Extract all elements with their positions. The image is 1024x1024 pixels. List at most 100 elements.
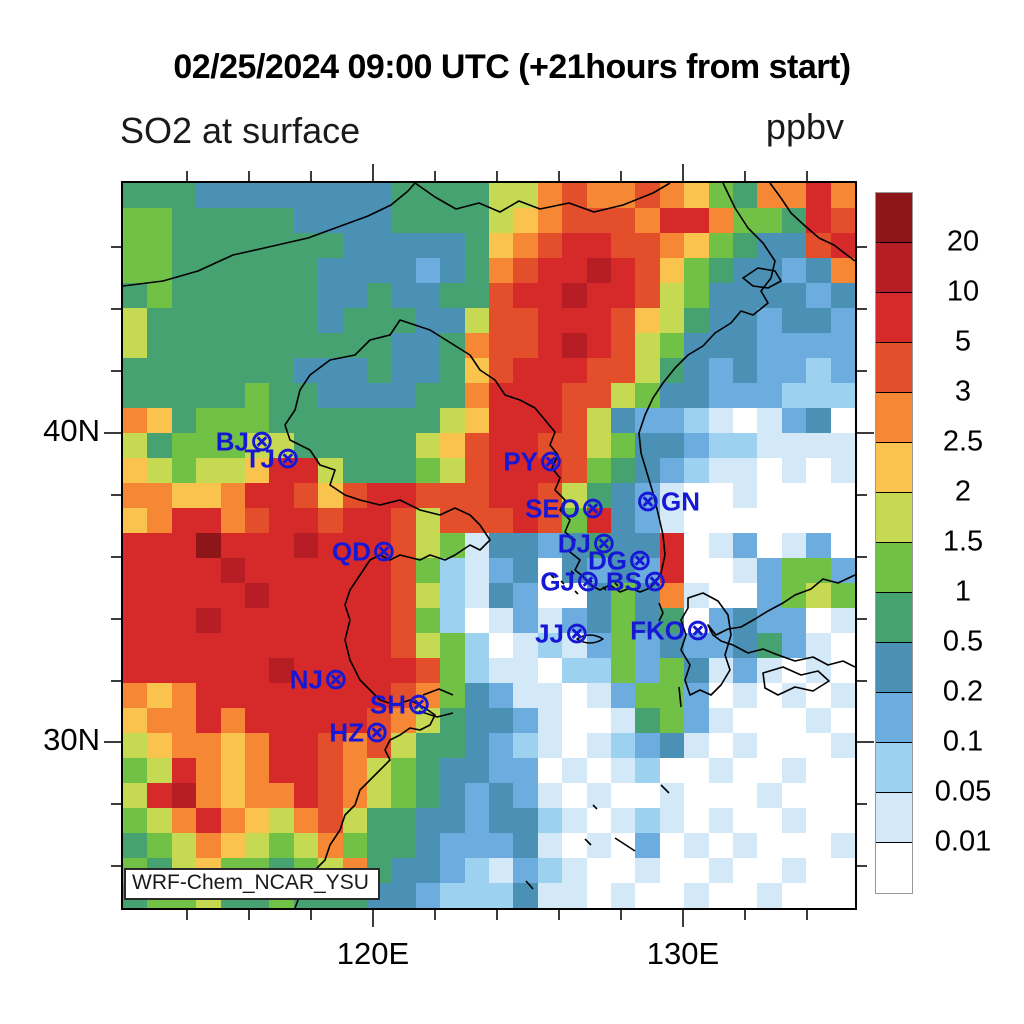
colorbar-block <box>876 443 912 493</box>
grid-cell <box>538 383 563 409</box>
grid-cell <box>587 833 612 859</box>
colorbar-tick-label: 2.5 <box>942 425 984 458</box>
grid-cell <box>465 458 490 484</box>
grid-cell <box>611 658 636 684</box>
y-minor-tick <box>857 246 867 248</box>
grid-cell <box>465 683 490 709</box>
x-minor-tick <box>186 171 188 181</box>
grid-cell <box>489 208 514 234</box>
grid-cell <box>733 408 758 434</box>
grid-cell <box>269 358 295 384</box>
grid-cell <box>538 733 563 759</box>
grid-cell <box>587 658 612 684</box>
grid-cell <box>538 758 563 784</box>
grid-cell <box>684 308 710 334</box>
grid-cell <box>733 583 758 609</box>
grid-cell <box>562 583 588 609</box>
colorbar-tick-label: 3 <box>954 375 972 408</box>
grid-cell <box>440 183 466 209</box>
grid-cell <box>611 208 636 234</box>
x-minor-tick <box>496 910 498 920</box>
grid-cell <box>269 258 295 284</box>
grid-cell <box>684 683 710 709</box>
grid-cell <box>489 258 514 284</box>
grid-cell <box>684 283 710 309</box>
grid-cell <box>123 758 148 784</box>
grid-cell <box>269 808 295 834</box>
grid-cell <box>294 833 319 859</box>
grid-cell <box>782 358 807 384</box>
grid-cell <box>782 558 807 584</box>
grid-cell <box>611 608 636 634</box>
grid-cell <box>709 508 734 534</box>
grid-cell <box>562 608 588 634</box>
x-major-tick <box>372 910 374 927</box>
grid-cell <box>221 508 246 534</box>
grid-cell <box>367 183 392 209</box>
grid-cell <box>684 808 710 834</box>
grid-cell <box>294 183 319 209</box>
grid-cell <box>147 608 173 634</box>
grid-cell <box>831 283 855 309</box>
grid-cell <box>489 658 514 684</box>
colorbar-tick-label: 5 <box>954 325 972 358</box>
station-marker-HZ: ⊗ <box>364 716 390 750</box>
grid-cell <box>513 608 539 634</box>
grid-cell <box>587 758 612 784</box>
grid-cell <box>733 183 758 209</box>
grid-cell <box>172 683 197 709</box>
grid-cell <box>513 833 539 859</box>
grid-cell <box>172 633 197 659</box>
grid-cell <box>245 483 270 509</box>
grid-cell <box>513 533 539 559</box>
grid-cell <box>733 558 758 584</box>
grid-cell <box>123 658 148 684</box>
grid-cell <box>806 258 832 284</box>
grid-cell <box>611 733 636 759</box>
grid-cell <box>440 783 466 809</box>
y-major-tick <box>104 432 121 434</box>
grid-cell <box>196 758 222 784</box>
grid-cell <box>660 283 685 309</box>
colorbar-tick-label: 0.2 <box>942 675 984 708</box>
grid-cell <box>294 408 319 434</box>
grid-cell <box>147 208 173 234</box>
grid-cell <box>123 458 148 484</box>
grid-cell <box>782 783 807 809</box>
grid-cell <box>245 533 270 559</box>
grid-cell <box>587 358 612 384</box>
grid-cell <box>123 408 148 434</box>
grid-cell <box>318 383 344 409</box>
grid-cell <box>269 608 295 634</box>
grid-cell <box>245 308 270 334</box>
grid-cell <box>635 533 661 559</box>
grid-cell <box>587 708 612 734</box>
grid-cell <box>318 408 344 434</box>
grid-cell <box>465 483 490 509</box>
grid-cell <box>782 733 807 759</box>
grid-cell <box>343 733 368 759</box>
grid-cell <box>538 258 563 284</box>
grid-cell <box>757 483 783 509</box>
grid-cell <box>587 308 612 334</box>
grid-cell <box>806 333 832 359</box>
grid-cell <box>440 308 466 334</box>
grid-cell <box>318 608 344 634</box>
grid-cell <box>196 358 222 384</box>
grid-cell <box>416 733 441 759</box>
grid-cell <box>831 433 855 459</box>
grid-cell <box>635 583 661 609</box>
grid-cell <box>660 233 685 259</box>
grid-cell <box>221 408 246 434</box>
grid-cell <box>245 408 270 434</box>
colorbar-block <box>876 793 912 843</box>
grid-cell <box>562 483 588 509</box>
grid-cell <box>318 283 344 309</box>
grid-cell <box>538 333 563 359</box>
grid-cell <box>440 233 466 259</box>
grid-cell <box>733 733 758 759</box>
grid-cell <box>489 608 514 634</box>
grid-cell <box>269 533 295 559</box>
grid-cell <box>172 333 197 359</box>
grid-cell <box>318 708 344 734</box>
